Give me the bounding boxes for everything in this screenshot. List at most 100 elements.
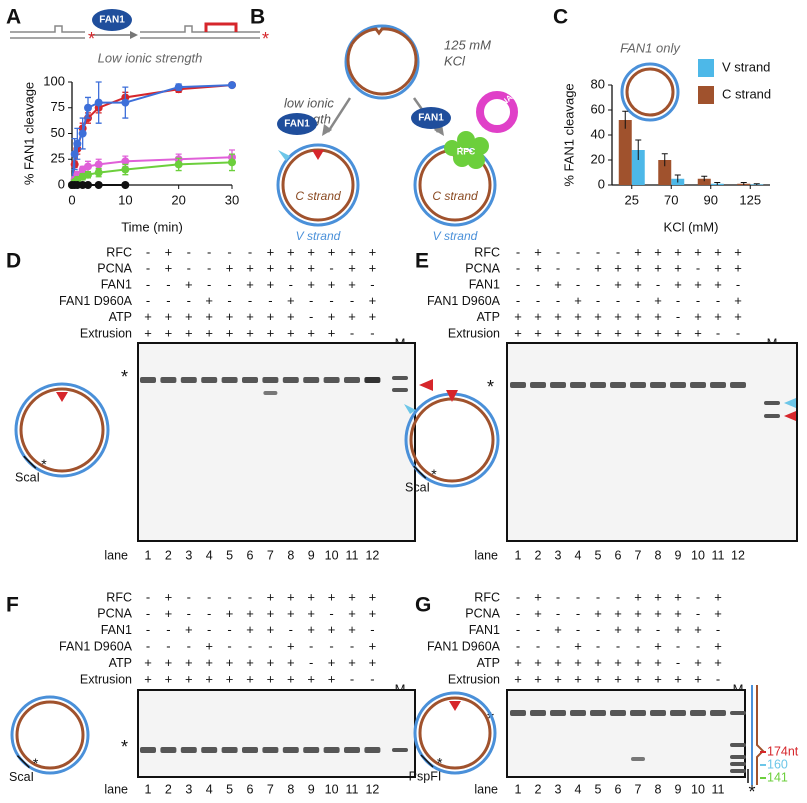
sign: +	[287, 639, 295, 654]
sign: -	[207, 277, 211, 292]
lane-number: 1	[145, 548, 152, 562]
sign: -	[696, 261, 700, 276]
sign: +	[614, 655, 622, 670]
sign: +	[185, 309, 193, 324]
lane-number: 7	[267, 782, 274, 796]
band	[180, 377, 197, 383]
marker-label: M	[733, 681, 744, 696]
plasmid-outer	[413, 691, 497, 775]
sign: -	[146, 622, 150, 637]
sign: -	[536, 293, 540, 308]
band	[364, 377, 381, 383]
sign: -	[736, 325, 740, 340]
star: *	[33, 755, 39, 771]
lane-number: 6	[615, 782, 622, 796]
marker-band	[730, 711, 746, 715]
sign: +	[654, 293, 662, 308]
sign: +	[328, 622, 336, 637]
marker-band	[730, 762, 746, 766]
sign: +	[307, 261, 315, 276]
condition: low ionic	[284, 95, 334, 110]
sign: +	[634, 261, 642, 276]
sign: -	[370, 325, 374, 340]
sign: -	[146, 261, 150, 276]
sign: +	[267, 606, 275, 621]
sign: -	[556, 639, 560, 654]
sign: -	[716, 671, 720, 686]
row-label: FAN1	[469, 623, 500, 637]
sign: +	[574, 639, 582, 654]
sign: +	[246, 325, 254, 340]
star: *	[437, 755, 443, 771]
sign: +	[307, 244, 315, 259]
y-tick-label: 20	[591, 151, 605, 166]
sign: -	[248, 639, 252, 654]
band	[710, 710, 726, 716]
lane-number: 9	[675, 782, 682, 796]
row-label: FAN1	[101, 278, 132, 292]
sign: +	[205, 639, 213, 654]
sign: +	[205, 293, 213, 308]
sign: +	[328, 589, 336, 604]
star: *	[262, 29, 269, 49]
sign: -	[146, 639, 150, 654]
sign: +	[267, 655, 275, 670]
band	[242, 747, 258, 753]
sign: +	[307, 606, 315, 621]
sign: +	[246, 671, 254, 686]
sign: -	[556, 606, 560, 621]
marker-label: M	[395, 681, 406, 696]
sign: +	[226, 261, 234, 276]
x-tick-label: 125	[739, 192, 761, 207]
sign: -	[716, 293, 720, 308]
row-label: FAN1 D960A	[59, 639, 133, 653]
sign: +	[554, 622, 562, 637]
lane-number: 8	[655, 782, 662, 796]
arrowhead	[784, 411, 796, 421]
lane-number: 10	[691, 548, 705, 562]
band	[140, 747, 156, 753]
sign: +	[574, 655, 582, 670]
lane-number: 12	[365, 782, 379, 796]
sign: -	[350, 639, 354, 654]
sign: -	[146, 293, 150, 308]
marker-band	[764, 414, 780, 418]
y-tick-label: 75	[51, 99, 65, 114]
point	[121, 181, 130, 189]
lane-label: lane	[474, 548, 498, 562]
panel-letter: E	[415, 250, 429, 273]
lane-number: 2	[535, 782, 542, 796]
sign: -	[187, 589, 191, 604]
band	[262, 747, 279, 753]
marker-band	[392, 376, 408, 380]
sign: -	[716, 622, 720, 637]
sign: +	[165, 589, 173, 604]
sign: -	[227, 622, 231, 637]
sign: -	[207, 244, 211, 259]
sign: +	[267, 244, 275, 259]
sign: +	[654, 309, 662, 324]
y-tick-label: 60	[591, 101, 605, 116]
arrowhead	[449, 701, 461, 711]
lane-number: 12	[365, 548, 379, 562]
sign: -	[676, 293, 680, 308]
sign: -	[576, 622, 580, 637]
strand-label: C strand	[295, 189, 341, 203]
sign: +	[348, 655, 356, 670]
sign: +	[554, 325, 562, 340]
sign: +	[634, 325, 642, 340]
sign: +	[267, 325, 275, 340]
sign: +	[144, 655, 152, 670]
sign: -	[268, 293, 272, 308]
lane-number: 11	[346, 548, 359, 562]
sign: +	[614, 671, 622, 686]
sign: +	[267, 261, 275, 276]
sign: +	[514, 325, 522, 340]
star: *	[121, 737, 128, 757]
enzyme-blob	[277, 113, 317, 135]
sign: -	[166, 277, 170, 292]
sign: +	[287, 261, 295, 276]
band	[262, 377, 279, 383]
band	[690, 710, 706, 716]
band	[670, 710, 686, 716]
